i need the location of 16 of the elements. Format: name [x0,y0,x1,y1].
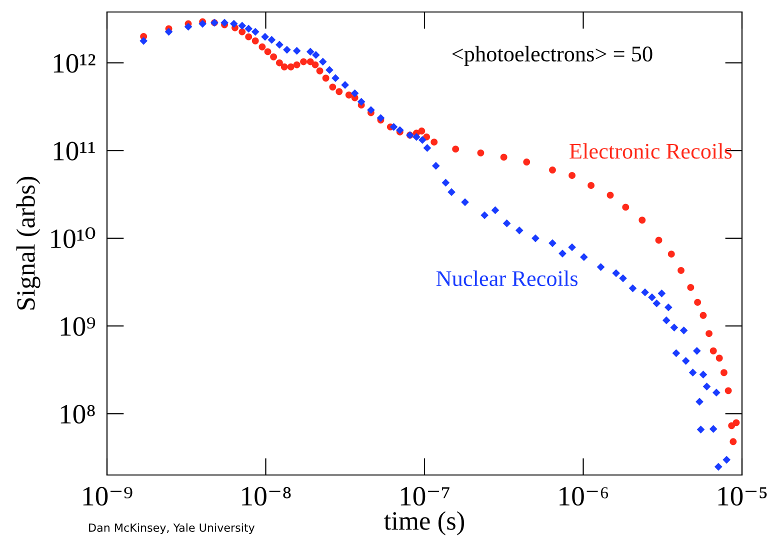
annotation: <photoelectrons> = 50 [452,46,652,66]
series-label: Electronic Recoils [570,143,732,159]
x-axis-title: time (s) [384,511,464,536]
text: Dan McKinsey, Yale University [89,523,255,534]
y-axis-title: Signal (arbs) [16,176,40,310]
x-tick-label: 10⁻⁵ [718,486,767,506]
y-tick-label: 10¹² [54,54,96,73]
x-tick-label: 10⁻⁶ [560,486,608,506]
y-tick-label: 10⁸ [60,404,95,424]
series-label: Nuclear Recoils [436,270,578,286]
x-tick-label: 10⁻⁸ [242,486,291,506]
y-tick-label: 10¹⁰ [51,227,96,248]
x-tick-label: 10⁻⁷ [400,486,450,506]
x-tick-label: 10⁻⁹ [83,486,132,506]
y-tick-label: 10¹¹ [54,142,95,160]
y-tick-label: 10⁹ [60,317,96,336]
